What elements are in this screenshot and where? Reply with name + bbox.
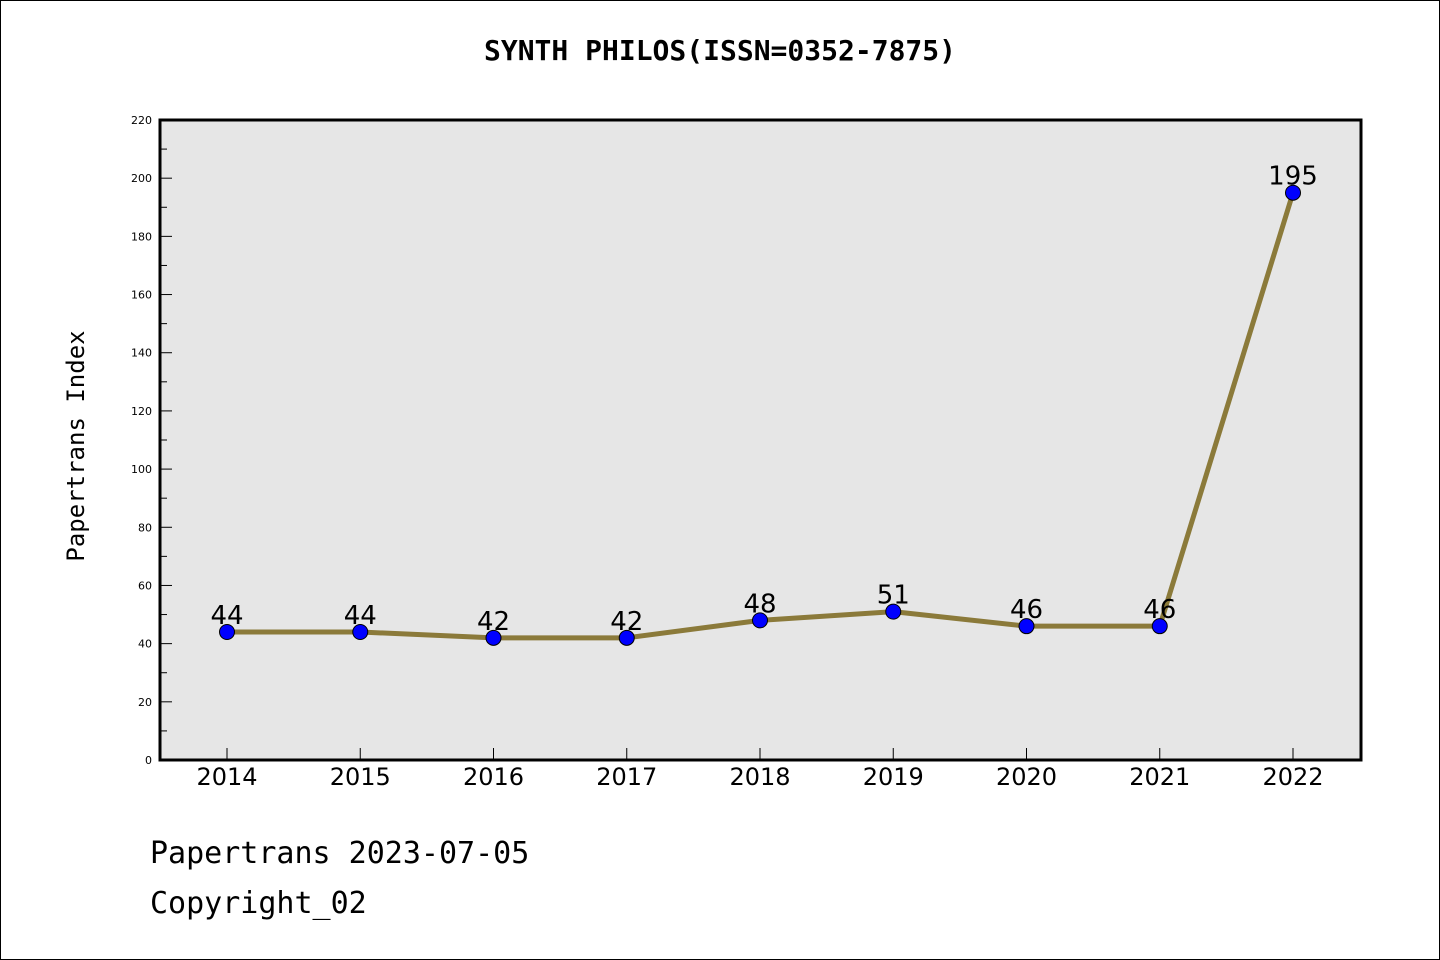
plot-area — [160, 120, 1361, 760]
x-axis: 2014 2015 2016 2017 2018 2019 2020 2021 2022 — [196, 748, 1324, 791]
x-tick-label: 2021 — [1129, 763, 1190, 791]
x-tick-label: 2018 — [729, 763, 790, 791]
data-point — [485, 629, 502, 646]
x-tick-label: 2022 — [1262, 763, 1323, 791]
x-tick-label: 2019 — [863, 763, 924, 791]
data-point — [219, 624, 235, 640]
x-tick-label: 2016 — [463, 763, 524, 791]
data-point — [1285, 184, 1301, 201]
plot-border — [158, 118, 1363, 762]
y-tick-label: 120 — [131, 405, 152, 418]
footer-date: Papertrans 2023-07-05 — [150, 836, 530, 871]
y-tick-label: 20 — [138, 696, 152, 709]
y-tick-label: 160 — [131, 289, 152, 302]
x-tick-label: 2020 — [996, 763, 1057, 791]
y-tick-label: 180 — [131, 230, 152, 243]
y-tick-label: 40 — [138, 638, 152, 651]
x-tick-label: 2015 — [330, 763, 391, 791]
data-point — [1151, 618, 1168, 635]
y-tick-label: 60 — [138, 579, 152, 592]
x-tick-label: 2017 — [596, 763, 657, 791]
y-tick-label: 140 — [131, 347, 152, 360]
y-tick-label: 0 — [145, 754, 152, 767]
y-tick-label: 100 — [131, 463, 152, 476]
y-tick-label: 80 — [138, 521, 152, 534]
chart-title: SYNTH PHILOS(ISSN=0352-7875) — [483, 34, 956, 67]
footer-copyright: Copyright_02 — [150, 886, 367, 921]
y-axis: 0 20 40 60 80 100 120 140 160 180 200 220 — [131, 114, 172, 767]
data-point — [1018, 618, 1035, 635]
data-point — [752, 612, 768, 629]
x-tick-label: 2014 — [196, 763, 257, 791]
data-point — [352, 624, 369, 640]
y-axis-label: Papertrans Index — [62, 330, 90, 562]
y-tick-label: 220 — [131, 114, 152, 127]
y-tick-label: 200 — [131, 172, 152, 185]
data-point — [885, 603, 902, 620]
data-point — [618, 629, 635, 646]
